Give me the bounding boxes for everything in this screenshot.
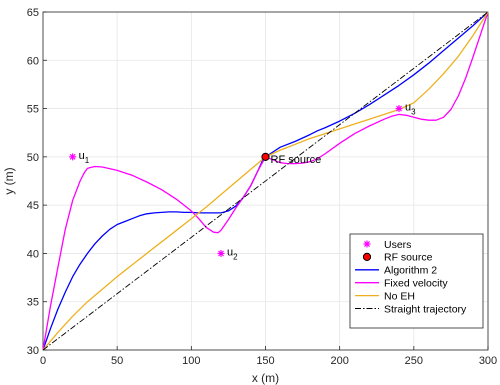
legend-rf-symbol [362, 252, 372, 261]
x-tick-label: 50 [111, 355, 123, 367]
legend-user-symbol [363, 240, 371, 248]
user-marker [395, 105, 403, 113]
x-tick-label: 100 [182, 355, 200, 367]
legend-label: No EH [384, 290, 415, 302]
x-tick-label: 200 [330, 355, 348, 367]
user-marker [217, 249, 225, 257]
y-axis-label: y (m) [2, 167, 16, 194]
legend-label: Algorithm 2 [384, 265, 437, 277]
legend-entry-fixed-velocity: Fixed velocity [355, 278, 448, 290]
straight-trajectory-line [42, 11, 489, 351]
fixed-velocity-line [42, 11, 489, 351]
y-tick-label: 30 [27, 345, 39, 357]
y-tick-label: 55 [27, 104, 39, 116]
user-marker [69, 153, 77, 161]
x-tick-label: 300 [479, 355, 497, 367]
axis-ticks: 0 50 100 150 200 250 300 30 35 40 45 50 55 60 65 [27, 7, 497, 367]
y-tick-label: 35 [27, 297, 39, 309]
legend-box [349, 233, 484, 329]
algorithm-2-line [42, 11, 489, 351]
y-tick-label: 40 [27, 248, 39, 260]
legend-label: Straight trajectory [384, 303, 467, 315]
x-tick-label: 0 [40, 355, 46, 367]
legend-entry-users: Users [363, 239, 411, 251]
y-tick-label: 50 [27, 152, 39, 164]
x-tick-label: 250 [405, 355, 423, 367]
user-label: u2 [227, 246, 238, 261]
markers-layer: u1 u2 u3 RF source [69, 102, 416, 261]
user-label: u3 [405, 102, 416, 117]
legend-label: RF source [384, 252, 433, 264]
rf-source-label: RF source [271, 154, 322, 166]
y-tick-label: 65 [27, 7, 39, 19]
legend-label: Fixed velocity [384, 278, 448, 290]
user-label: u1 [79, 150, 90, 165]
legend-label: Users [384, 239, 411, 251]
legend-entry-algorithm-2: Algorithm 2 [355, 265, 437, 277]
y-tick-label: 45 [27, 200, 39, 212]
y-tick-label: 60 [27, 55, 39, 67]
legend-entry-rf-source: RF source [362, 252, 433, 264]
rf-source-marker [261, 152, 270, 161]
legend-entry-straight-trajectory: Straight trajectory [355, 303, 467, 315]
x-axis-label: x (m) [252, 371, 279, 385]
legend-entry-no-eh: No EH [355, 290, 415, 302]
x-tick-label: 150 [256, 355, 274, 367]
